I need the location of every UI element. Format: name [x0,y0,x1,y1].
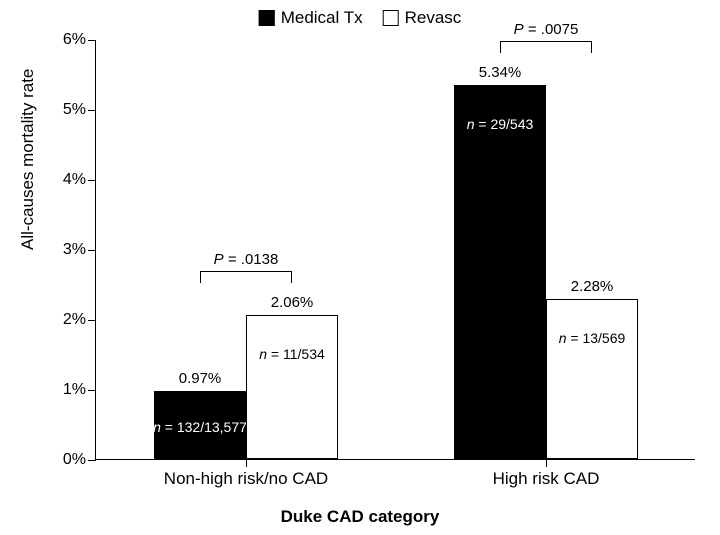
bar-value-label: 0.97% [179,370,222,387]
bar-revasc [546,299,638,459]
legend-item-revasc: Revasc [383,8,462,28]
comparison-bracket [500,41,592,53]
x-tick [246,459,247,467]
y-tick-label: 0% [46,451,86,469]
x-tick [546,459,547,467]
comparison-bracket [200,271,292,283]
legend-label: Medical Tx [281,8,363,28]
y-tick [88,390,96,391]
y-tick-label: 4% [46,171,86,189]
bar-value-label: 2.06% [271,294,314,311]
bar-n-label: n = 11/534 [259,346,325,362]
plot-area: 0%1%2%3%4%5%6%Non-high risk/no CAD0.97%n… [95,40,695,460]
legend: Medical Tx Revasc [259,8,462,28]
y-tick [88,40,96,41]
y-tick-label: 2% [46,311,86,329]
y-tick-label: 3% [46,241,86,259]
y-tick-label: 6% [46,31,86,49]
legend-swatch-filled [259,10,275,26]
bar-value-label: 5.34% [479,64,522,81]
y-tick [88,180,96,181]
legend-item-medical-tx: Medical Tx [259,8,363,28]
y-tick [88,110,96,111]
y-tick [88,250,96,251]
p-value-label: P = .0075 [514,21,579,38]
bar-n-label: n = 132/13,577 [153,419,247,435]
legend-swatch-hollow [383,10,399,26]
bar-medical-tx [454,85,546,459]
y-tick [88,460,96,461]
y-tick-label: 1% [46,381,86,399]
y-tick [88,320,96,321]
bar-value-label: 2.28% [571,278,614,295]
x-category-label: High risk CAD [493,469,600,489]
x-category-label: Non-high risk/no CAD [164,469,328,489]
p-value-label: P = .0138 [214,251,279,268]
bar-revasc [246,315,338,459]
bar-n-label: n = 13/569 [559,330,626,346]
bar-n-label: n = 29/543 [467,116,534,132]
legend-label: Revasc [405,8,462,28]
x-axis-title: Duke CAD category [281,507,440,527]
chart-container: Medical Tx Revasc All-causes mortality r… [0,0,720,535]
y-tick-label: 5% [46,101,86,119]
y-axis-title: All-causes mortality rate [18,69,38,250]
